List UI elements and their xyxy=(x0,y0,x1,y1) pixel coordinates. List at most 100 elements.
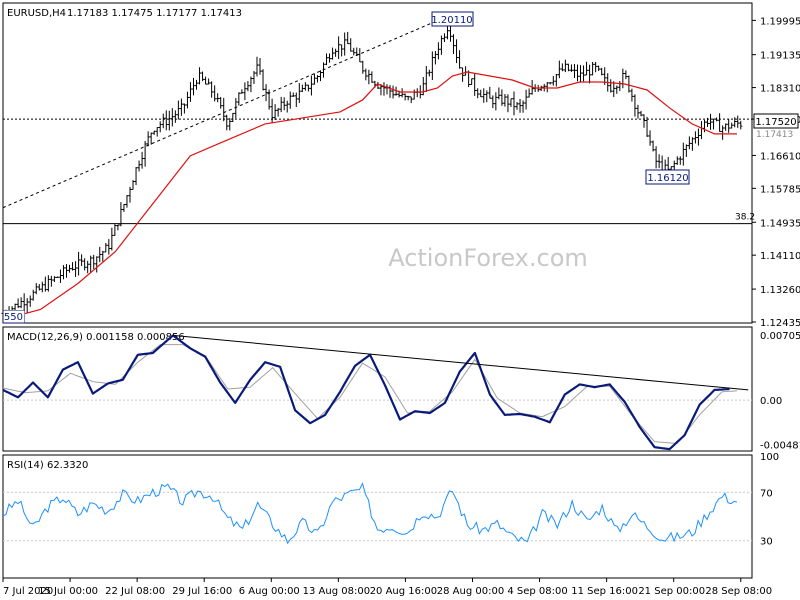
price-plot xyxy=(1,15,752,321)
ohlc-bar xyxy=(684,144,688,157)
ohlc-bar xyxy=(436,42,440,60)
x-tick-label: 20 Aug 16:00 xyxy=(370,586,437,597)
ohlc-bar xyxy=(609,79,613,93)
ohlc-bar xyxy=(657,154,661,169)
ohlc-bar xyxy=(639,110,643,117)
ohlc-bar xyxy=(107,239,111,255)
x-tick-label: 6 Aug 00:00 xyxy=(239,586,300,597)
ohlc-bar xyxy=(31,289,35,301)
ohlc-bar xyxy=(334,48,338,57)
ohlc-bar xyxy=(155,126,159,137)
ohlc-bar xyxy=(331,47,335,60)
ohlc-bar xyxy=(95,256,99,273)
ohlc-bar xyxy=(219,96,223,109)
ohlc-bar xyxy=(572,63,576,78)
ohlc-bar xyxy=(642,114,646,128)
price-quote: 1.17183 1.17475 1.17177 1.17413 xyxy=(67,8,242,19)
ohlc-bar xyxy=(71,262,75,271)
ohlc-bar xyxy=(624,70,628,80)
ohlc-bar xyxy=(482,88,486,103)
ohlc-bar xyxy=(146,131,150,147)
ohlc-bar xyxy=(648,130,652,146)
rsi-ytick-label: 70 xyxy=(760,488,773,499)
ohlc-bar xyxy=(34,283,38,295)
ohlc-bar xyxy=(225,114,229,131)
ohlc-bar xyxy=(213,85,217,102)
ohlc-bar xyxy=(288,91,292,109)
price-ytick-label: 1.18310 xyxy=(760,84,800,95)
ohlc-bar xyxy=(687,136,691,150)
ohlc-bar xyxy=(337,36,341,60)
start-annotation-label: 1.12550 xyxy=(0,312,23,323)
ohlc-bar xyxy=(68,264,72,273)
ohlc-bar xyxy=(119,202,123,227)
ohlc-bar xyxy=(340,44,344,57)
ohlc-bar xyxy=(204,76,208,85)
ohlc-bar xyxy=(512,91,516,116)
ohlc-bar xyxy=(524,89,528,110)
ohlc-bar xyxy=(89,255,93,273)
x-tick-label: 11 Sep 16:00 xyxy=(571,586,638,597)
ohlc-bar xyxy=(569,64,573,72)
ohlc-bar xyxy=(161,113,165,129)
ohlc-bar xyxy=(158,121,162,133)
ohlc-bar xyxy=(358,48,362,63)
ohlc-bar xyxy=(80,254,84,266)
ohlc-bar xyxy=(681,142,685,166)
fib-level-label: 38.2 xyxy=(735,213,755,223)
ohlc-bar xyxy=(37,284,41,291)
ohlc-bar xyxy=(400,88,404,98)
ohlc-bar xyxy=(491,95,495,109)
ohlc-bar xyxy=(355,47,359,56)
ohlc-bar xyxy=(554,73,558,87)
x-tick-label: 21 Sep 00:00 xyxy=(638,586,705,597)
ohlc-bar xyxy=(240,89,244,94)
rsi-line xyxy=(2,482,738,545)
macd-pane-frame xyxy=(2,326,753,452)
rsi-ytick-label: 30 xyxy=(760,537,773,548)
ohlc-bar xyxy=(370,71,374,83)
x-tick-label: 15 Jul 00:00 xyxy=(38,586,98,597)
close-price-label: 1.17413 xyxy=(756,130,793,140)
ohlc-bar xyxy=(696,128,700,146)
ohlc-bar xyxy=(92,254,96,269)
ohlc-bar xyxy=(488,86,492,99)
ohlc-bar xyxy=(25,298,29,314)
ohlc-bar xyxy=(300,84,304,92)
ohlc-bar xyxy=(566,63,570,72)
ohlc-bar xyxy=(651,140,655,152)
ohlc-bar xyxy=(515,102,519,110)
ohlc-bar xyxy=(509,98,513,107)
ohlc-bar xyxy=(312,73,316,85)
ohlc-bar xyxy=(473,73,477,96)
ohlc-bar xyxy=(188,82,192,102)
start-annotation: 1.12550 xyxy=(0,310,25,324)
ohlc-bar xyxy=(125,195,129,208)
watermark: ActionForex.com xyxy=(388,244,588,272)
ohlc-bar xyxy=(55,276,59,278)
ohlc-bar xyxy=(506,94,510,113)
ohlc-bar xyxy=(173,110,177,123)
rsi-plot xyxy=(2,482,752,545)
ohlc-bar xyxy=(545,82,549,93)
x-tick-label: 4 Sep 08:00 xyxy=(507,586,567,597)
ohlc-bar xyxy=(131,180,135,190)
ohlc-bar xyxy=(470,78,474,85)
ohlc-bar xyxy=(267,89,271,110)
price-ytick-label: 1.16610 xyxy=(760,151,800,162)
ohlc-bar xyxy=(276,108,280,117)
ohlc-bar xyxy=(633,94,637,117)
ohlc-bar xyxy=(198,67,202,85)
ohlc-bar xyxy=(285,100,289,113)
rsi-title: RSI(14) 62.3320 xyxy=(7,460,88,471)
ohlc-bar xyxy=(328,53,332,63)
ohlc-bar xyxy=(64,264,68,278)
ohlc-bar xyxy=(137,160,141,172)
ohlc-bar xyxy=(40,281,44,293)
ohlc-bar xyxy=(303,82,307,91)
ohlc-bar xyxy=(231,112,235,122)
ohlc-bar xyxy=(433,51,437,65)
x-tick-label: 28 Aug 00:00 xyxy=(437,586,504,597)
ohlc-bar xyxy=(352,47,356,56)
